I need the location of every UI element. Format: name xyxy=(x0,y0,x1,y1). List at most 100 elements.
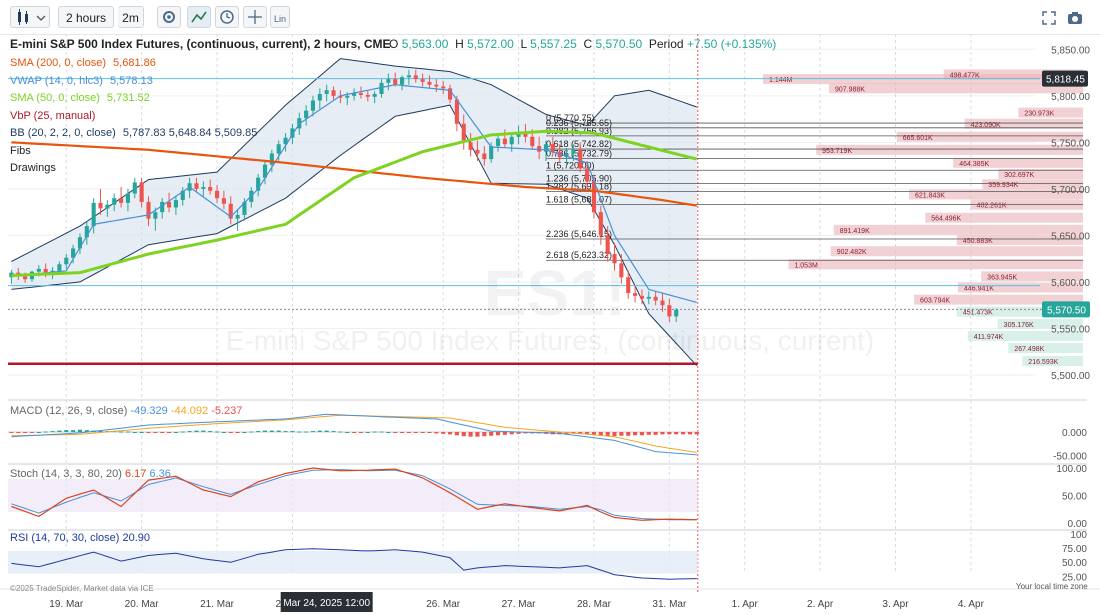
crosshair-icon[interactable] xyxy=(243,6,267,28)
macd-histogram-bar xyxy=(166,432,172,433)
period-change: +7.50 (+0.135%) xyxy=(686,37,777,51)
candle-body xyxy=(509,136,514,145)
macd-histogram-bar xyxy=(180,431,185,433)
timezone-note: Your local time zone xyxy=(1016,582,1088,591)
range-select[interactable]: 2m xyxy=(118,6,144,28)
legend-value: 5,578.13 xyxy=(106,74,153,87)
vbp-bar xyxy=(1008,343,1083,354)
candle-body xyxy=(461,123,466,143)
macd-histogram-bar xyxy=(379,431,384,433)
macd-histogram-bar xyxy=(132,432,137,433)
vbp-bar xyxy=(943,69,1083,80)
legend-label: BB (20, 2, 2, 0, close) xyxy=(10,127,116,139)
time-tick-label: 27. Mar xyxy=(502,599,537,610)
candle-body xyxy=(112,198,117,205)
candle-body xyxy=(242,201,247,215)
camera-icon[interactable] xyxy=(1066,10,1084,26)
macd-histogram-bar xyxy=(153,432,158,433)
candle-body xyxy=(228,203,233,219)
vbp-bar xyxy=(788,259,1083,270)
macd-histogram-bar xyxy=(173,432,178,433)
candle-body xyxy=(64,257,69,265)
price-tick-label: 5,500.00 xyxy=(1051,371,1090,382)
chart-title: E-mini S&P 500 Index Futures, (continuou… xyxy=(10,37,391,51)
stoch-panel: 100.00 50.00 0.00 xyxy=(8,463,1088,530)
legend-item[interactable]: SMA (50, 0, close) 5,731.52 xyxy=(10,91,150,105)
watermark: ES1!E-mini S&P 500 Index Futures, (conti… xyxy=(226,257,874,356)
legend-item[interactable]: VWAP (14, 0, hlc3) 5,578.13 xyxy=(10,74,153,88)
candle-body xyxy=(84,226,89,238)
fib-label: 1.382 (5,697.18) xyxy=(546,182,612,192)
legend-item[interactable]: BB (20, 2, 2, 0, close) 5,787.83 5,648.8… xyxy=(10,126,257,140)
candles-icon[interactable] xyxy=(10,6,50,28)
candle-body xyxy=(139,182,144,202)
fib-label: 1.236 (5,705.90) xyxy=(546,173,612,183)
ohlc-readout: O 5,563.00 H 5,572.00 L 5,557.25 C 5,570… xyxy=(389,37,776,51)
sma200-line xyxy=(11,141,697,207)
legend-label: VWAP (14, 0, hlc3) xyxy=(10,74,103,87)
chart-area[interactable]: 1.144M 498.477K 907.988K 230.973K 423.090K 66… xyxy=(0,34,1100,615)
macd-histogram-bar xyxy=(290,431,295,433)
macd-histogram-bar xyxy=(29,432,35,433)
macd-histogram-bar xyxy=(612,432,617,437)
macd-signal-value: -44.092 xyxy=(170,405,209,417)
low-value: 5,557.25 xyxy=(530,37,577,51)
time-tick-label: 19. Mar xyxy=(49,599,84,610)
macd-histogram-bar xyxy=(674,432,679,435)
fullscreen-icon[interactable] xyxy=(1041,10,1057,26)
legend-label: Fibs xyxy=(10,144,31,157)
candle-body xyxy=(324,90,329,94)
vbp-bar xyxy=(956,235,1083,246)
macd-histogram-bar xyxy=(77,429,83,432)
price-tick-label: 5,550.00 xyxy=(1051,324,1090,335)
clock-icon[interactable] xyxy=(215,6,239,28)
time-tick-label: 28. Mar xyxy=(577,599,612,610)
vbp-label: 446.941K xyxy=(964,286,994,293)
toolbar: 2 hours 2m Lin xyxy=(0,0,1100,35)
macd-histogram-bar xyxy=(221,432,226,433)
rsi-band xyxy=(8,550,698,574)
macd-histogram-bar xyxy=(393,432,398,433)
vbp-bar xyxy=(956,306,1083,317)
legend-item[interactable]: VbP (25, manual) xyxy=(10,109,99,123)
drawing-tools-icon[interactable] xyxy=(187,6,211,28)
candle-body xyxy=(639,295,644,299)
candle-body xyxy=(57,264,62,271)
macd-histogram-bar xyxy=(310,431,316,433)
candle-body xyxy=(132,182,137,194)
candle-body xyxy=(77,237,83,249)
candle-body xyxy=(468,142,473,150)
open-value: 5,563.00 xyxy=(401,37,449,51)
candle-body xyxy=(235,214,240,219)
vbp-bar xyxy=(830,246,1083,257)
candle-body xyxy=(331,90,336,96)
vbp-label: 450.883K xyxy=(963,238,993,245)
panel-tick-label: 25.00 xyxy=(1062,572,1087,583)
macd-histogram-bar xyxy=(50,431,55,433)
vbp-label: 402.261K xyxy=(977,203,1007,210)
macd-histogram-bar xyxy=(502,432,507,435)
legend-item[interactable]: SMA (200, 0, close) 5,681.86 xyxy=(10,56,156,70)
macd-histogram-bar xyxy=(468,432,473,437)
candle-body xyxy=(345,95,350,98)
candle-body xyxy=(372,93,377,97)
legend-item[interactable]: Drawings xyxy=(10,161,60,175)
vbp-label: 464.385K xyxy=(959,161,989,168)
scale-toggle[interactable]: Lin xyxy=(270,6,290,28)
candle-body xyxy=(612,254,617,264)
macd-histogram-bar xyxy=(9,432,14,433)
candle-body xyxy=(221,198,226,204)
watermark-symbol: ES1! xyxy=(484,257,626,329)
legend-item[interactable]: Fibs xyxy=(10,144,35,158)
interval-select[interactable]: 2 hours xyxy=(58,6,114,28)
panel-tick-label: 0.00 xyxy=(1068,519,1088,530)
macd-histogram-bar xyxy=(454,432,459,436)
gear-icon[interactable] xyxy=(157,6,181,28)
vbp-bar xyxy=(896,131,1083,142)
candle-body xyxy=(427,81,432,85)
vbp-label: 564.496K xyxy=(931,216,961,223)
candle-body xyxy=(105,204,110,209)
candle-body xyxy=(619,263,624,278)
macd-histogram-bar xyxy=(160,432,165,433)
vbp-label: 216.593K xyxy=(1028,359,1058,366)
